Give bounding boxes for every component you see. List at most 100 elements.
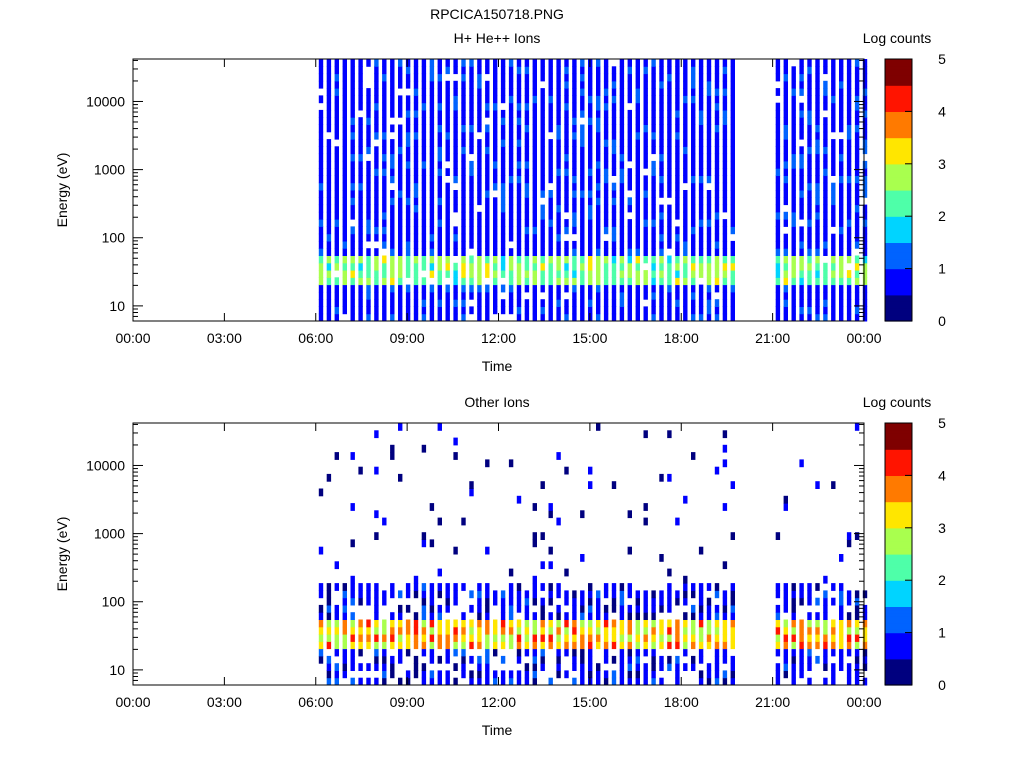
spectrogram-cell — [635, 59, 640, 67]
spectrogram-cell — [799, 590, 804, 599]
spectrogram-cell — [374, 233, 379, 242]
colorbar-frame — [884, 58, 913, 322]
spectrogram-cell — [698, 80, 704, 89]
spectrogram-cell — [390, 284, 395, 293]
spectrogram-cell — [706, 66, 712, 75]
spectrogram-cell — [643, 619, 648, 628]
spectrogram-cell — [683, 641, 688, 650]
spectrogram-cell — [651, 641, 656, 650]
spectrogram-cell — [390, 626, 395, 635]
spectrogram-cell — [548, 146, 553, 155]
spectrogram-cell — [469, 481, 474, 489]
spectrogram-cell — [706, 604, 712, 613]
spectrogram-cell — [722, 590, 728, 599]
spectrogram-cell — [572, 655, 577, 664]
spectrogram-cell — [366, 190, 371, 198]
colorbar-segment — [885, 75, 912, 80]
spectrogram-cell — [493, 95, 498, 104]
spectrogram-cell — [698, 677, 704, 686]
spectrogram-cell — [398, 634, 403, 642]
spectrogram-cell — [342, 612, 347, 620]
x-tick-label: 06:00 — [298, 694, 333, 710]
spectrogram-cell — [651, 663, 656, 671]
spectrogram-cell — [390, 444, 395, 453]
spectrogram-cell — [334, 95, 339, 104]
spectrogram-cell — [580, 182, 585, 191]
spectrogram-cell — [453, 677, 458, 686]
spectrogram-cell — [643, 284, 648, 293]
spectrogram-cell — [667, 160, 672, 169]
spectrogram-cell — [846, 619, 852, 628]
spectrogram-cell — [508, 124, 514, 133]
spectrogram-cell — [405, 59, 411, 67]
spectrogram-cell — [500, 655, 506, 664]
spectrogram-cell — [326, 219, 332, 227]
spectrogram-cell — [862, 175, 868, 184]
spectrogram-cell — [831, 204, 836, 213]
spectrogram-cell — [524, 233, 530, 242]
spectrogram-cell — [627, 291, 632, 300]
spectrogram-cell — [783, 66, 788, 75]
spectrogram-cell — [714, 182, 720, 191]
spectrogram-cell — [627, 634, 632, 642]
spectrogram-cell — [469, 160, 474, 169]
spectrogram-cell — [683, 575, 688, 584]
spectrogram-cell — [823, 248, 828, 256]
spectrogram-cell — [461, 102, 466, 111]
spectrogram-cell — [862, 139, 868, 147]
spectrogram-cell — [667, 139, 672, 147]
spectrogram-cell — [342, 597, 347, 606]
spectrogram-cell — [469, 182, 474, 191]
spectrogram-cell — [516, 240, 522, 249]
spectrogram-cell — [588, 240, 593, 249]
spectrogram-cell — [580, 648, 585, 657]
spectrogram-cell — [326, 117, 332, 125]
spectrogram-cell — [374, 211, 379, 220]
spectrogram-cell — [485, 219, 490, 227]
spectrogram-cell — [572, 59, 577, 67]
spectrogram-cell — [334, 634, 339, 642]
spectrogram-cell — [548, 503, 553, 511]
spectrogram-cell — [714, 466, 720, 475]
spectrogram-cell — [611, 313, 617, 322]
spectrogram-cell — [823, 299, 828, 307]
spectrogram-cell — [775, 255, 781, 264]
spectrogram-cell — [334, 175, 339, 184]
spectrogram-cell — [683, 495, 688, 504]
spectrogram-cell — [358, 299, 363, 307]
spectrogram-cell — [461, 211, 466, 220]
spectrogram-cell — [722, 204, 728, 213]
spectrogram-cell — [326, 233, 332, 242]
spectrogram-cell — [453, 204, 458, 213]
spectrogram-cell — [382, 117, 387, 125]
colorbar-segment — [885, 423, 912, 427]
spectrogram-cell — [374, 277, 379, 286]
spectrogram-cell — [619, 139, 625, 147]
spectrogram-cell — [722, 146, 728, 155]
spectrogram-cell — [493, 131, 498, 140]
spectrogram-cell — [540, 583, 545, 591]
spectrogram-cell — [659, 190, 664, 198]
spectrogram-cell — [722, 226, 728, 235]
spectrogram-cell — [722, 153, 728, 162]
spectrogram-cell — [366, 663, 371, 671]
spectrogram-cell — [390, 204, 395, 213]
spectrogram-cell — [413, 95, 419, 104]
spectrogram-cell — [643, 677, 648, 686]
spectrogram-cell — [603, 634, 609, 642]
spectrogram-cell — [429, 204, 435, 213]
spectrogram-cell — [580, 219, 585, 227]
spectrogram-cell — [461, 612, 466, 620]
spectrogram-cell — [839, 226, 844, 235]
spectrogram-cell — [398, 270, 403, 278]
spectrogram-cell — [619, 182, 625, 191]
spectrogram-cell — [485, 677, 490, 686]
spectrogram-cell — [548, 197, 553, 206]
spectrogram-cell — [342, 88, 347, 96]
spectrogram-cell — [775, 175, 781, 184]
spectrogram-cell — [839, 655, 844, 664]
spectrogram-cell — [588, 590, 593, 599]
spectrogram-cell — [437, 226, 442, 235]
spectrogram-cell — [445, 641, 450, 650]
spectrogram-cell — [722, 459, 728, 468]
